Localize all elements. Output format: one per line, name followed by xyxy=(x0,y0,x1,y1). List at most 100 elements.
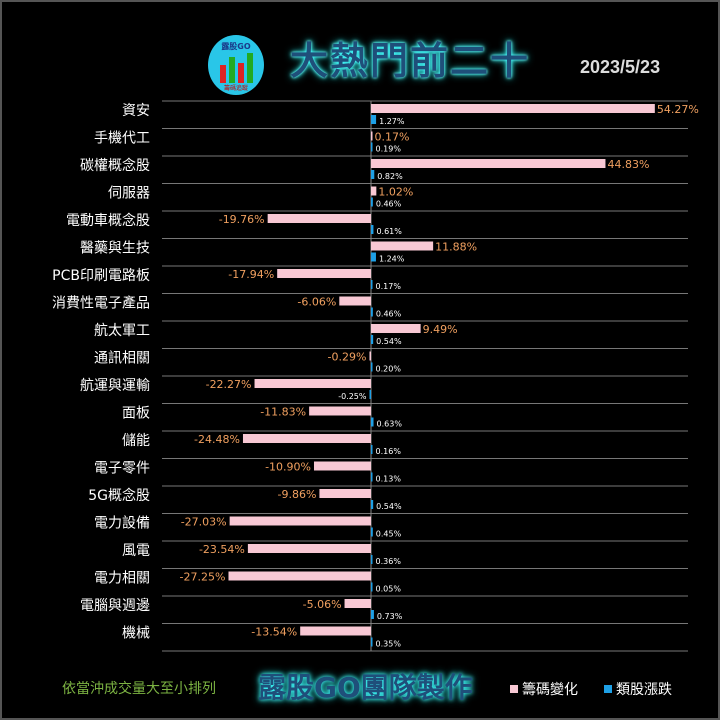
bar-chip-change xyxy=(313,461,371,471)
category-label: 伺服器 xyxy=(108,186,150,202)
bar-chip-change xyxy=(371,186,377,196)
chip-change-label: -11.83% xyxy=(260,406,306,419)
bar-chip-change xyxy=(371,324,421,333)
chip-change-label: -13.54% xyxy=(251,626,297,639)
chip-change-label: -23.54% xyxy=(199,543,245,556)
chip-change-label: 0.17% xyxy=(375,131,410,144)
chip-change-label: 1.02% xyxy=(378,186,413,199)
legend-label: 籌碼變化 xyxy=(522,682,578,698)
sort-note: 依當沖成交量大至小排列 xyxy=(62,681,216,697)
category-label: 碳權概念股 xyxy=(80,157,150,174)
bar-chip-change xyxy=(229,516,371,526)
category-label: 電動車概念股 xyxy=(66,212,150,229)
chip-change-label: 54.27% xyxy=(657,103,699,116)
legend-chip-change: 籌碼變化 xyxy=(510,679,578,699)
chip-change-label: -10.90% xyxy=(265,461,311,474)
bar-sector-change xyxy=(371,527,373,537)
bar-chip-change xyxy=(371,241,434,251)
category-label: 機械 xyxy=(122,626,150,642)
category-label: 電子零件 xyxy=(94,461,150,477)
chip-change-label: -6.06% xyxy=(297,296,336,309)
category-label: 電力設備 xyxy=(94,516,150,532)
bar-sector-change xyxy=(369,390,371,399)
category-label: 通訊相關 xyxy=(94,351,150,367)
bar-sector-change xyxy=(371,610,374,619)
bar-chip-change xyxy=(371,104,655,113)
sector-change-label: 0.73% xyxy=(377,612,403,621)
bar-sector-change xyxy=(371,417,374,427)
chip-change-label: -0.29% xyxy=(328,351,367,364)
page-title: 大熱門前二十 xyxy=(290,39,531,83)
bar-chip-change xyxy=(319,489,371,498)
category-label: 儲能 xyxy=(122,433,150,449)
category-label: 資安 xyxy=(122,103,150,119)
bar-sector-change xyxy=(371,115,377,124)
bar-chip-change xyxy=(339,296,371,306)
sector-change-label: 0.46% xyxy=(376,310,402,319)
sector-change-label: 0.35% xyxy=(376,640,402,649)
chip-change-label: -17.94% xyxy=(228,268,274,281)
bar-sector-change xyxy=(371,280,373,289)
sector-change-label: 0.82% xyxy=(377,172,403,181)
bar-chip-change xyxy=(228,571,371,581)
sector-change-label: 0.45% xyxy=(376,530,402,539)
sector-change-label: -0.25% xyxy=(338,392,367,401)
bar-sector-change xyxy=(371,142,373,152)
sector-change-label: 0.63% xyxy=(377,420,403,429)
bar-sector-change xyxy=(371,472,373,482)
bar-sector-change xyxy=(371,170,375,179)
category-label: 醫藥與生技 xyxy=(80,241,150,257)
bar-chip-change xyxy=(300,626,371,636)
sector-change-label: 0.54% xyxy=(376,502,402,511)
category-label: 手機代工 xyxy=(94,131,150,147)
category-label: 電力相關 xyxy=(94,571,150,587)
logo-subtext: 籌碼追蹤 xyxy=(223,85,248,92)
sector-change-label: 0.16% xyxy=(376,447,402,456)
category-label: 航運與運輸 xyxy=(80,378,150,394)
chip-change-label: -5.06% xyxy=(303,598,342,611)
bar-sector-change xyxy=(371,335,374,344)
chip-change-label: 44.83% xyxy=(607,158,649,171)
bar-chip-change xyxy=(369,351,371,361)
chip-change-label: 9.49% xyxy=(423,323,458,336)
legend-swatch xyxy=(604,685,612,693)
bar-chip-change xyxy=(242,434,371,443)
bar-sector-change xyxy=(371,252,376,262)
bar-sector-change xyxy=(371,582,373,592)
category-label: 消費性電子產品 xyxy=(52,295,150,312)
bar-chip-change xyxy=(309,406,371,416)
bar-sector-change xyxy=(371,637,373,647)
bar-chip-change xyxy=(344,599,371,608)
category-label: 電腦與週邊 xyxy=(80,598,150,614)
bar-sector-change xyxy=(371,307,373,317)
bar-sector-change xyxy=(371,225,374,234)
chip-change-label: -27.25% xyxy=(180,571,226,584)
bar-sector-change xyxy=(371,445,373,454)
sector-change-label: 0.61% xyxy=(376,227,402,236)
logo-text: 露股GO xyxy=(221,42,251,51)
category-label: 風電 xyxy=(122,543,150,559)
sector-change-label: 1.24% xyxy=(379,255,405,264)
logo: 露股GO 籌碼追蹤 xyxy=(208,35,264,95)
chip-change-label: -24.48% xyxy=(194,433,240,446)
bar-chip-change xyxy=(267,214,371,223)
brand-credit: 露股GO團隊製作 xyxy=(258,671,473,704)
chip-change-label: -19.76% xyxy=(219,213,265,226)
category-label: PCB印刷電路板 xyxy=(52,268,150,284)
bar-sector-change xyxy=(371,362,373,372)
bar-chip-change xyxy=(254,379,371,388)
sector-change-label: 0.54% xyxy=(376,337,402,346)
chip-change-label: -9.86% xyxy=(278,488,317,501)
sector-change-label: 0.20% xyxy=(376,365,402,374)
sector-change-label: 0.05% xyxy=(376,585,402,594)
category-label: 面板 xyxy=(122,406,150,422)
category-label: 5G概念股 xyxy=(88,487,150,504)
legend-label: 類股漲跌 xyxy=(616,682,672,698)
bar-chip-change xyxy=(247,544,371,553)
sector-change-label: 0.36% xyxy=(376,557,402,566)
sector-change-label: 0.46% xyxy=(376,200,402,209)
bar-sector-change xyxy=(371,500,374,509)
sector-change-label: 0.19% xyxy=(376,145,402,154)
